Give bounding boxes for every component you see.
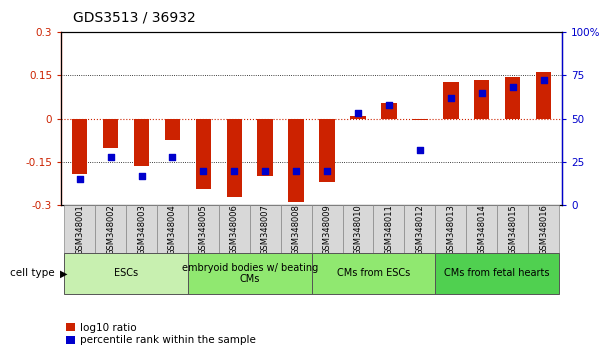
Text: GSM348005: GSM348005 (199, 204, 208, 255)
Bar (497, 205, 528, 253)
Text: GSM348007: GSM348007 (261, 204, 269, 255)
Text: GSM348014: GSM348014 (477, 204, 486, 255)
Point (384, 102, 394, 108)
Point (322, 168, 332, 173)
Bar (280, 205, 312, 253)
Point (353, 110, 363, 116)
Bar (126, 205, 157, 253)
Bar (250, 205, 280, 253)
Text: GSM348002: GSM348002 (106, 204, 115, 255)
Bar (312, 253, 435, 294)
Bar (288, 119, 304, 202)
Bar (188, 253, 312, 294)
Bar (312, 205, 343, 253)
Text: GSM348004: GSM348004 (168, 204, 177, 255)
Bar (350, 116, 366, 119)
Point (260, 168, 270, 173)
Point (446, 95, 456, 101)
Text: GSM348001: GSM348001 (75, 204, 84, 255)
Point (106, 154, 115, 160)
Bar (157, 205, 188, 253)
Text: GSM348003: GSM348003 (137, 204, 146, 255)
Text: cell type: cell type (10, 268, 55, 279)
Point (75, 176, 84, 182)
Point (477, 90, 486, 96)
Bar (188, 205, 219, 253)
Point (508, 85, 518, 90)
Text: CMs from fetal hearts: CMs from fetal hearts (444, 268, 550, 279)
Text: GSM348012: GSM348012 (415, 204, 425, 255)
Text: GSM348006: GSM348006 (230, 204, 239, 255)
Bar (103, 119, 119, 148)
Bar (435, 253, 559, 294)
Bar (257, 119, 273, 176)
Text: GSM348013: GSM348013 (446, 204, 455, 255)
Bar (95, 205, 126, 253)
Bar (64, 253, 188, 294)
Bar (536, 72, 551, 119)
Bar (528, 205, 559, 253)
Point (199, 168, 208, 173)
Text: embryoid bodies w/ beating
CMs: embryoid bodies w/ beating CMs (181, 263, 318, 284)
Bar (466, 205, 497, 253)
Bar (435, 205, 466, 253)
Bar (64, 205, 95, 253)
Point (229, 168, 239, 173)
Bar (412, 119, 428, 120)
Bar (72, 119, 87, 173)
Text: GSM348008: GSM348008 (291, 204, 301, 255)
Text: CMs from ESCs: CMs from ESCs (337, 268, 410, 279)
Point (415, 147, 425, 153)
Bar (505, 77, 521, 119)
Bar (474, 80, 489, 119)
Bar (196, 119, 211, 189)
Bar (443, 82, 458, 119)
Text: GSM348011: GSM348011 (384, 204, 393, 255)
Point (539, 78, 549, 83)
Bar (343, 205, 373, 253)
Bar (320, 119, 335, 182)
Text: GSM348010: GSM348010 (354, 204, 362, 255)
Point (291, 168, 301, 173)
Point (137, 173, 147, 179)
Bar (404, 205, 435, 253)
Bar (165, 119, 180, 140)
Text: GSM348015: GSM348015 (508, 204, 517, 255)
Text: ESCs: ESCs (114, 268, 138, 279)
Bar (381, 103, 397, 119)
Bar (373, 205, 404, 253)
Bar (219, 205, 250, 253)
Text: GDS3513 / 36932: GDS3513 / 36932 (73, 11, 196, 25)
Bar (227, 119, 242, 197)
Point (167, 154, 177, 160)
Text: ▶: ▶ (60, 268, 67, 279)
Text: GSM348016: GSM348016 (539, 204, 548, 255)
Text: GSM348009: GSM348009 (323, 204, 332, 255)
Bar (134, 119, 149, 166)
Legend: log10 ratio, percentile rank within the sample: log10 ratio, percentile rank within the … (67, 322, 256, 345)
